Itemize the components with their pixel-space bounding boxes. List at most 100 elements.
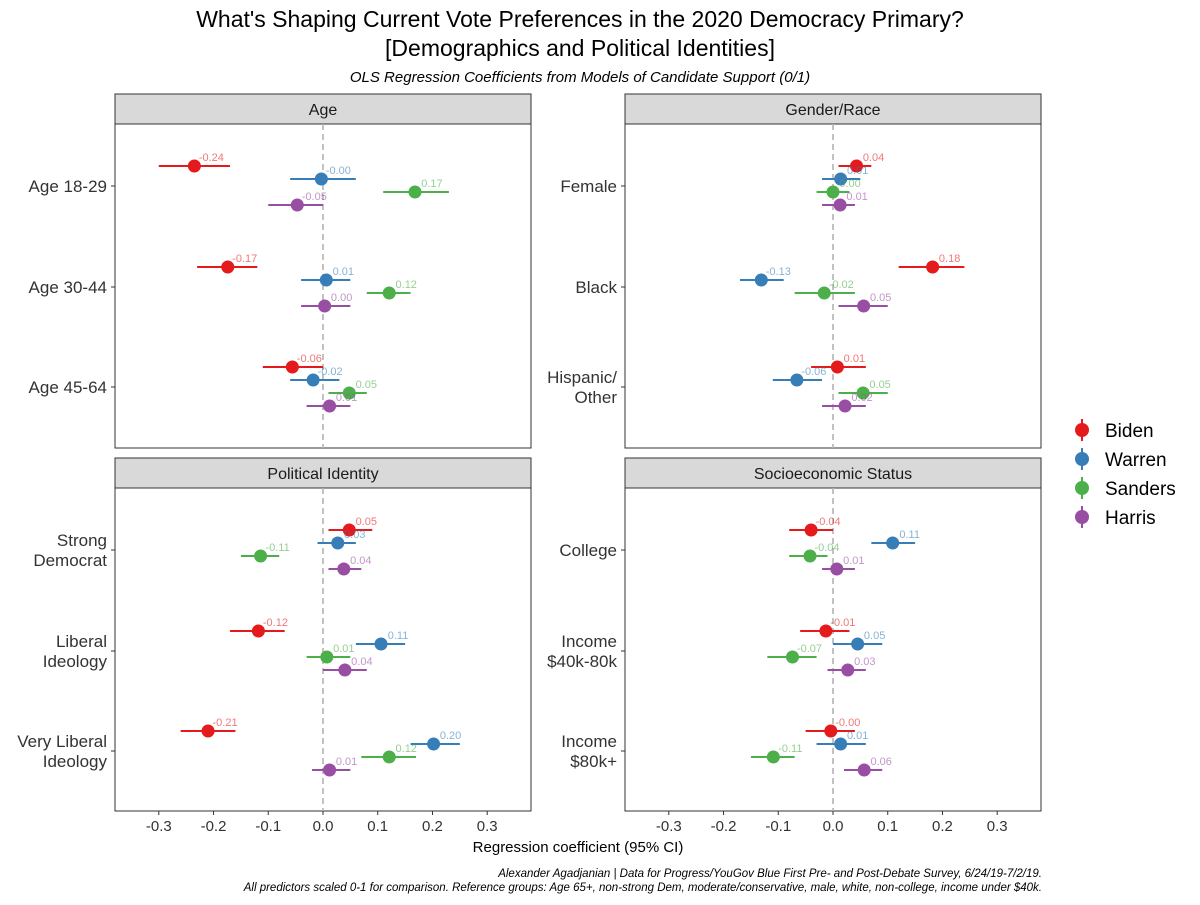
y-tick-label: Age 30-44 <box>29 278 107 297</box>
point-sanders <box>342 386 356 400</box>
x-tick-label: 0.1 <box>877 818 898 835</box>
y-tick-label: Very Liberal <box>17 732 107 751</box>
point-harris <box>841 663 855 677</box>
x-tick-label: 0.3 <box>477 818 498 835</box>
panel-title: Socioeconomic Status <box>754 466 912 483</box>
group-age-18-29: Age 18-29 -0.24 -0.00 0.17 -0.05 <box>29 152 449 212</box>
point-warren <box>427 737 441 751</box>
point-biden <box>342 523 356 537</box>
x-tick-label: -0.3 <box>656 818 682 835</box>
group-income-80k: Income$80k+ -0.000.01 -0.11 0.06 <box>561 717 892 777</box>
legend-item-harris: Harris <box>1075 506 1156 529</box>
point-harris <box>833 198 847 212</box>
point-sanders <box>785 650 799 664</box>
data-label-sanders: 0.12 <box>396 743 417 755</box>
x-tick-label: 0.2 <box>422 818 443 835</box>
point-harris <box>323 399 337 413</box>
data-label-harris: -0.05 <box>302 191 327 203</box>
point-biden <box>926 260 940 274</box>
point-sanders <box>382 286 396 300</box>
data-label-biden: -0.00 <box>835 717 860 729</box>
data-label-sanders: -0.11 <box>265 542 289 554</box>
data-label-harris: 0.04 <box>350 555 371 567</box>
panels: Age Age 18-29 -0.24 -0.00 0.17 -0.05 Age 30-44… <box>17 93 1042 835</box>
point-warren <box>834 172 848 186</box>
point-harris <box>838 399 852 413</box>
point-harris <box>318 299 332 313</box>
data-label-warren: -0.06 <box>801 366 826 378</box>
data-label-harris: 0.01 <box>336 756 357 768</box>
x-tick-label: -0.1 <box>255 818 281 835</box>
point-harris <box>830 562 844 576</box>
y-tick-label: Income <box>561 632 617 651</box>
data-label-biden: -0.21 <box>213 717 238 729</box>
panel-age: Age Age 18-29 -0.24 -0.00 0.17 -0.05 Age 30-44… <box>29 93 532 449</box>
y-tick-label: Female <box>560 177 617 196</box>
point-warren <box>314 172 328 186</box>
data-label-sanders: -0.11 <box>778 743 802 755</box>
data-label-biden: -0.04 <box>816 516 841 528</box>
data-label-sanders: -0.07 <box>797 643 822 655</box>
legend-label: Harris <box>1105 508 1156 529</box>
point-harris <box>323 763 337 777</box>
x-tick-label: 0.1 <box>367 818 388 835</box>
group-black: Black 0.18 -0.13 -0.02 0.05 <box>575 253 965 313</box>
point-warren <box>374 637 388 651</box>
point-warren <box>790 373 804 387</box>
caption-line1: Alexander Agadjanian | Data for Progress… <box>497 868 1042 880</box>
caption-line2: All predictors scaled 0-1 for comparison… <box>243 882 1042 894</box>
legend-key-point <box>1075 423 1089 437</box>
data-label-warren: -0.13 <box>766 266 791 278</box>
y-tick-label: Age 45-64 <box>29 378 107 397</box>
point-sanders <box>817 286 831 300</box>
legend-key-point <box>1075 481 1089 495</box>
group-age-45-64: Age 45-64 -0.06-0.02 0.050.01 <box>29 353 377 413</box>
legend-item-sanders: Sanders <box>1075 477 1176 500</box>
point-sanders <box>856 386 870 400</box>
data-label-biden: 0.18 <box>939 253 960 265</box>
x-tick-label: -0.3 <box>146 818 172 835</box>
data-label-harris: 0.01 <box>843 555 864 567</box>
legend-item-biden: Biden <box>1075 419 1154 442</box>
data-label-warren: 0.01 <box>847 165 868 177</box>
panel-strip <box>624 93 1042 125</box>
x-tick-label: 0.0 <box>823 818 844 835</box>
data-label-sanders: 0.05 <box>356 379 377 391</box>
point-harris <box>337 562 351 576</box>
legend-key-point <box>1075 510 1089 524</box>
data-label-sanders: 0.00 <box>839 178 860 190</box>
data-label-warren: 0.01 <box>847 730 868 742</box>
legend-label: Biden <box>1105 421 1154 442</box>
data-label-harris: 0.03 <box>854 656 875 668</box>
data-label-warren: 0.11 <box>899 529 920 541</box>
data-label-biden: 0.05 <box>356 516 377 528</box>
point-warren <box>319 273 333 287</box>
point-biden <box>285 360 299 374</box>
y-tick-label: College <box>559 541 617 560</box>
point-warren <box>851 637 865 651</box>
point-biden <box>824 724 838 738</box>
panel-title: Age <box>309 102 338 119</box>
point-biden <box>221 260 235 274</box>
y-tick-label: Ideology <box>43 652 108 671</box>
panel-gender-race: Gender/RaceFemale0.040.010.000.01Black0.… <box>547 93 1042 449</box>
group-college: College -0.04 0.11 -0.04 0.01 <box>559 516 920 576</box>
point-sanders <box>254 549 268 563</box>
point-warren <box>306 373 320 387</box>
y-tick-label: Democrat <box>33 551 107 570</box>
data-label-harris: 0.00 <box>331 292 352 304</box>
y-tick-label: Age 18-29 <box>29 177 107 196</box>
y-tick-label: Liberal <box>56 632 107 651</box>
y-tick-label: $40k-80k <box>547 652 617 671</box>
data-label-sanders: 0.17 <box>421 178 442 190</box>
legend-item-warren: Warren <box>1075 448 1167 471</box>
point-biden <box>850 159 864 173</box>
data-label-harris: 0.01 <box>846 191 867 203</box>
data-label-warren: 0.20 <box>440 730 461 742</box>
group-hispanic-other: Hispanic/Other 0.01 -0.06 0.050.02 <box>547 353 891 413</box>
data-label-biden: -0.01 <box>830 617 855 629</box>
y-tick-label: Hispanic/ <box>547 368 617 387</box>
panel-strip <box>624 457 1042 489</box>
